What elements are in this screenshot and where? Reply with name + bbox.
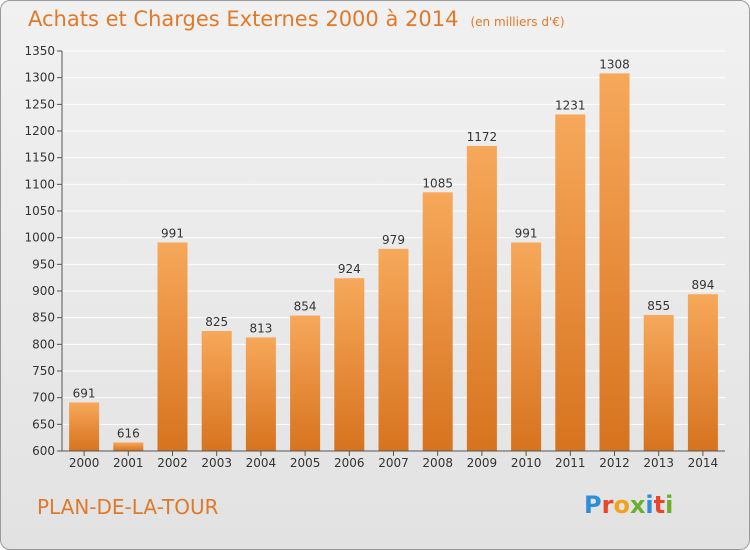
bar-value-label: 616 — [117, 426, 140, 440]
x-tick-label: 2000 — [69, 456, 100, 470]
bar-value-label: 813 — [249, 321, 272, 335]
bar-2006 — [334, 278, 365, 451]
x-tick-label: 2004 — [246, 456, 277, 470]
x-tick-label: 2008 — [422, 456, 453, 470]
y-tick-label: 700 — [32, 391, 55, 405]
bar-2010 — [511, 242, 542, 451]
commune-name: PLAN-DE-LA-TOUR — [37, 495, 219, 519]
bar-value-label: 825 — [205, 315, 228, 329]
x-tick-label: 2011 — [555, 456, 586, 470]
x-tick-label: 2007 — [378, 456, 409, 470]
bar-value-label: 1172 — [467, 130, 498, 144]
y-tick-label: 650 — [32, 417, 55, 431]
bar-2007 — [378, 248, 409, 451]
y-tick-label: 950 — [32, 257, 55, 271]
x-tick-label: 2010 — [511, 456, 542, 470]
bar-2003 — [201, 331, 232, 451]
y-tick-label: 800 — [32, 337, 55, 351]
bar-2014 — [687, 294, 718, 451]
y-tick-label: 1250 — [24, 97, 55, 111]
bar-value-label: 1231 — [555, 98, 586, 112]
x-tick-label: 2013 — [643, 456, 674, 470]
x-axis: 2000 2001 2002 2003 2004 2005 2006 2007 2008 2009… — [62, 450, 725, 470]
y-tick-label: 1100 — [24, 177, 55, 191]
bar-2009 — [466, 145, 497, 451]
logo-letter: i — [645, 491, 654, 519]
bar-value-label: 855 — [647, 299, 670, 313]
bar-value-label: 924 — [338, 262, 361, 276]
x-tick-label: 2005 — [290, 456, 321, 470]
bar-2004 — [245, 337, 276, 451]
bars — [69, 73, 718, 452]
x-tick-label: 2006 — [334, 456, 365, 470]
bar-value-label: 1308 — [599, 57, 630, 71]
x-tick-label: 2003 — [201, 456, 232, 470]
bar-value-labels: 691 616 991 825 813 854 924 979 1085 1172 991 1231 1… — [73, 57, 715, 440]
bar-value-label: 1085 — [422, 176, 453, 190]
chart-title-text: Achats et Charges Externes 2000 à 2014 — [28, 7, 459, 31]
bar-value-label: 991 — [161, 226, 184, 240]
x-tick-label: 2014 — [688, 456, 719, 470]
bar-value-label: 979 — [382, 233, 405, 247]
bar-2011 — [555, 114, 586, 451]
logo-letter: t — [653, 491, 666, 519]
logo-letter: o — [613, 491, 630, 519]
y-axis: 600 650 700 750 800 850 900 950 1000 1050 1100 1150… — [24, 44, 63, 458]
chart-unit-note: (en milliers d'€) — [470, 15, 565, 29]
y-tick-label: 1350 — [24, 44, 55, 58]
y-tick-label: 1200 — [24, 124, 55, 138]
bar-2008 — [422, 192, 453, 452]
proxiti-logo: Proxiti — [584, 491, 673, 519]
x-tick-label: 2009 — [467, 456, 498, 470]
y-tick-label: 750 — [32, 364, 55, 378]
bar-2001 — [113, 442, 144, 451]
bar-2002 — [157, 242, 188, 451]
bar-2000 — [69, 402, 100, 451]
x-tick-label: 2002 — [157, 456, 188, 470]
y-tick-label: 900 — [32, 284, 55, 298]
bar-2012 — [599, 73, 630, 452]
chart-title: Achats et Charges Externes 2000 à 2014 (e… — [28, 7, 565, 31]
y-tick-label: 1150 — [24, 151, 55, 165]
y-tick-label: 850 — [32, 311, 55, 325]
logo-letter: i — [665, 491, 674, 519]
bar-value-label: 854 — [294, 300, 317, 314]
bar-2013 — [643, 315, 674, 451]
y-tick-label: 1000 — [24, 231, 55, 245]
logo-letter: P — [584, 491, 602, 519]
x-tick-label: 2001 — [113, 456, 144, 470]
bar-2005 — [290, 315, 321, 451]
x-tick-label: 2012 — [599, 456, 630, 470]
bar-value-label: 691 — [73, 386, 96, 400]
bar-value-label: 894 — [691, 278, 714, 292]
y-tick-label: 1050 — [24, 204, 55, 218]
y-tick-label: 600 — [32, 444, 55, 458]
y-tick-label: 1300 — [24, 71, 55, 85]
bar-value-label: 991 — [515, 226, 538, 240]
logo-letter: r — [601, 491, 614, 519]
logo-letter: x — [629, 491, 646, 519]
